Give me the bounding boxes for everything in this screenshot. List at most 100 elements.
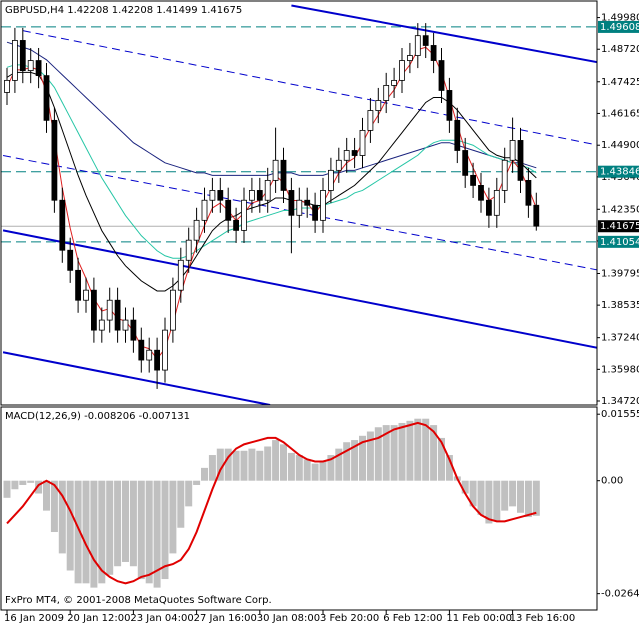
- level-label-box: [598, 165, 639, 178]
- candle-body: [217, 190, 224, 201]
- candle-body: [422, 35, 429, 46]
- candle-body: [91, 289, 97, 331]
- trendline: [2, 351, 271, 405]
- macd-bar: [216, 448, 224, 481]
- macd-bar: [398, 422, 406, 481]
- candle-body: [162, 329, 168, 371]
- candle-body: [4, 79, 10, 93]
- candle-body: [51, 119, 58, 201]
- macd-bar: [430, 425, 438, 481]
- macd-bar: [74, 480, 82, 584]
- candle-body: [470, 174, 477, 186]
- candle-body: [399, 60, 405, 81]
- macd-bar: [248, 448, 256, 481]
- macd-bar: [106, 480, 114, 575]
- macd-bar: [58, 480, 66, 554]
- x-tick-label: 20 Jan 12:00: [67, 613, 130, 624]
- macd-bar: [359, 435, 366, 481]
- y-tick-label: 1.37240: [601, 333, 639, 344]
- level-label: 1.49608: [600, 22, 639, 33]
- macd-bar: [208, 455, 216, 481]
- candle-body: [83, 289, 89, 301]
- macd-bar: [422, 418, 430, 481]
- macd-bar: [82, 480, 90, 584]
- candle-body: [11, 40, 18, 81]
- copyright: FxPro MT4, © 2001-2008 MetaQuotes Softwa…: [5, 595, 272, 606]
- macd-bar: [374, 427, 382, 481]
- candle-body: [406, 55, 413, 61]
- macd-bar: [90, 480, 98, 588]
- macd-bar: [129, 480, 137, 567]
- macd-bar: [524, 480, 532, 518]
- candle-body: [35, 60, 42, 77]
- macd-bar: [19, 480, 27, 485]
- macd-bar: [366, 431, 374, 481]
- x-tick-label: 23 Jan 04:00: [130, 613, 193, 624]
- trendline: [22, 30, 597, 146]
- y-tick-label: 0.01555: [601, 409, 639, 420]
- candle-body: [493, 190, 500, 216]
- macd-bar: [501, 480, 509, 511]
- macd-bar: [485, 480, 493, 524]
- macd-bar: [461, 480, 469, 494]
- macd-bar: [137, 480, 145, 580]
- macd-bar: [177, 480, 185, 528]
- macd-bar: [390, 425, 398, 481]
- candle-body: [438, 60, 445, 91]
- macd-bar: [414, 418, 422, 481]
- candle-body: [106, 299, 113, 321]
- candle-body: [169, 289, 176, 331]
- macd-title: MACD(12,26,9) -0.008206 -0.007131: [5, 411, 190, 422]
- macd-bar: [351, 440, 359, 481]
- macd-bar: [295, 455, 303, 481]
- candle-body: [256, 190, 263, 201]
- candle-body: [264, 179, 271, 201]
- candle-body: [233, 219, 240, 231]
- candle-body: [304, 199, 311, 206]
- candle-body: [327, 169, 334, 191]
- candle-body: [241, 199, 247, 231]
- macd-bar: [50, 480, 58, 533]
- macd-bar: [3, 480, 11, 498]
- macd-bar: [445, 455, 453, 481]
- macd-bar: [35, 480, 43, 494]
- candle-body: [462, 150, 469, 176]
- macd-bar: [43, 480, 50, 511]
- macd-bar: [153, 480, 161, 588]
- candle-body: [359, 129, 366, 156]
- macd-bar: [169, 480, 177, 554]
- macd-bar: [201, 467, 208, 481]
- macd-bar: [493, 480, 501, 522]
- candle-body: [75, 269, 81, 301]
- macd-bar: [193, 480, 201, 485]
- candle-body: [114, 299, 121, 331]
- candle-body: [454, 119, 461, 151]
- candle-body: [375, 100, 382, 111]
- x-tick-label: 6 Feb 12:00: [383, 613, 442, 624]
- candle-body: [272, 159, 279, 181]
- candle-body: [446, 90, 453, 121]
- candle-body: [225, 199, 232, 221]
- candle-body: [414, 35, 421, 56]
- candle-body: [122, 319, 129, 331]
- y-tick-label: 1.46165: [601, 108, 639, 119]
- level-label: 1.41675: [600, 221, 639, 232]
- candle-body: [335, 159, 342, 171]
- macd-bar: [477, 480, 485, 515]
- level-label: 1.41054: [600, 237, 639, 248]
- candle-body: [185, 239, 192, 261]
- candle-body: [209, 190, 216, 201]
- chart-title: GBPUSD,H4 1.42208 1.42208 1.41499 1.4167…: [5, 5, 242, 16]
- x-tick-label: 3 Feb 20:00: [320, 613, 379, 624]
- macd-bar: [114, 480, 122, 567]
- macd-bar: [224, 448, 232, 481]
- macd-bar: [287, 452, 295, 481]
- macd-bar: [145, 480, 153, 584]
- y-tick-label: 0.00: [601, 476, 623, 487]
- macd-bar: [232, 450, 240, 481]
- level-label: 1.43846: [600, 167, 639, 178]
- candle-body: [296, 199, 303, 216]
- macd-bar: [161, 480, 169, 580]
- candle-body: [501, 159, 508, 191]
